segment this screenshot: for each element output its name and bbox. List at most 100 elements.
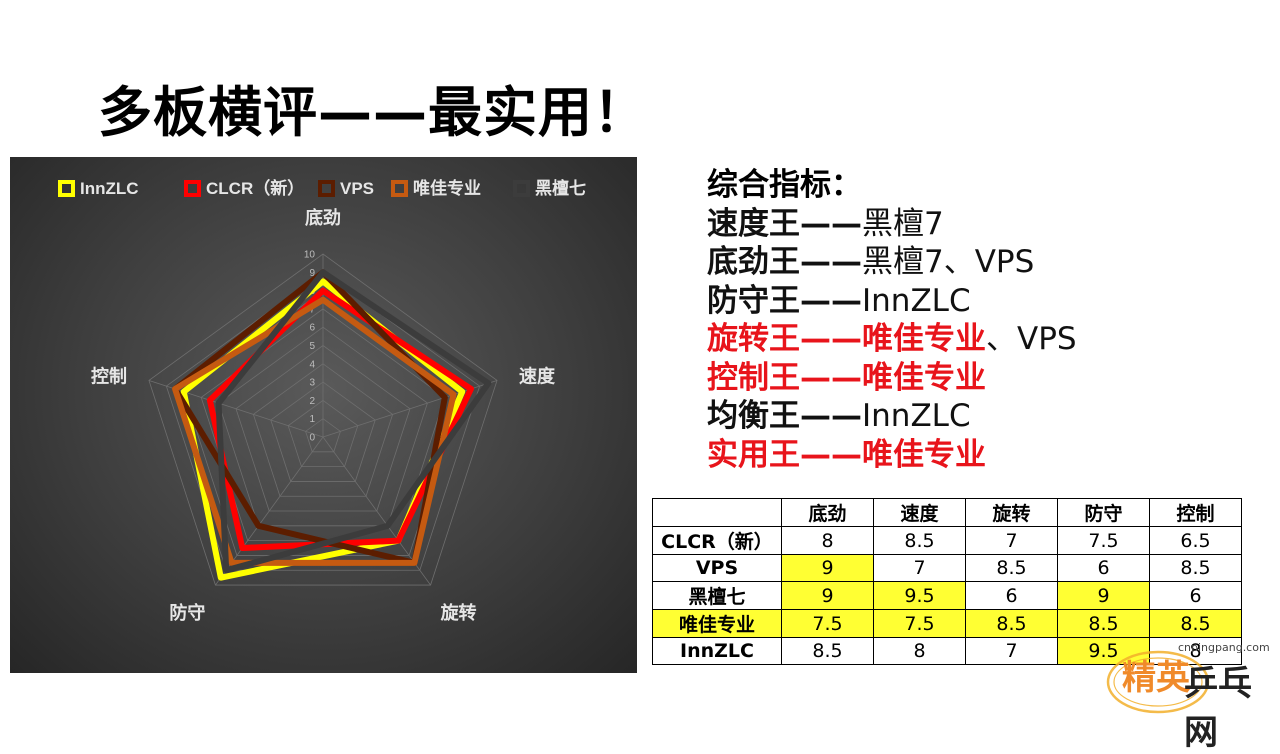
table-cell: 8.5	[873, 526, 966, 555]
table-row: 黑檀七 9 9.5 6 9 6	[652, 581, 1242, 610]
table-cell: 6.5	[1149, 526, 1242, 555]
table-row: InnZLC 8.5 8 7 9.5 8	[652, 637, 1242, 665]
radar-tick-label: 9	[309, 268, 315, 279]
radar-grid-ring	[305, 418, 341, 453]
watermark-url: cnpingpang.com	[1178, 641, 1270, 654]
summary-line: 均衡王——InnZLC	[707, 397, 1077, 436]
table-cell: 9	[1057, 581, 1150, 610]
summary-line-extra: 、VPS	[986, 321, 1077, 357]
summary-line-value: 黑檀7、VPS	[862, 244, 1035, 280]
slide-title: 多板横评——最实用！	[98, 81, 648, 144]
radar-axis-label: 底劲	[305, 207, 341, 228]
summary-line: 旋转王——唯佳专业、VPS	[707, 320, 1077, 359]
radar-tick-label: 3	[309, 378, 315, 389]
table-row-header: CLCR（新）	[652, 526, 782, 555]
summary-line: 防守王——InnZLC	[707, 282, 1077, 321]
summary-line-label: 实用王——	[707, 436, 862, 473]
summary-line-value: InnZLC	[862, 398, 971, 434]
radar-tick-label: 5	[309, 341, 315, 352]
radar-tick-label: 1	[309, 414, 315, 425]
radar-grid-ring	[165, 271, 481, 571]
table-header-cell	[652, 498, 782, 527]
summary-heading: 综合指标：	[707, 167, 862, 203]
radar-series-4	[215, 269, 492, 574]
legend-label: 黑檀七	[535, 178, 586, 198]
table-cell: 7	[965, 526, 1058, 555]
legend-label: VPS	[340, 179, 374, 198]
table-cell: 7.5	[781, 609, 874, 638]
radar-grid-ring	[252, 363, 394, 497]
table-header-cell: 底劲	[781, 498, 874, 527]
summary-line: 速度王——黑檀7	[707, 205, 1077, 244]
radar-grid-ring	[287, 399, 359, 468]
legend-swatch	[391, 180, 408, 197]
table-row: VPS 9 7 8.5 6 8.5	[652, 554, 1242, 582]
table-cell: 8	[873, 637, 966, 665]
legend-label: 唯佳专业	[413, 178, 481, 198]
table-cell: 8.5	[781, 637, 874, 665]
table-cell: 6	[965, 581, 1058, 610]
summary-line-label: 底劲王——	[707, 244, 862, 280]
radar-tick-label: 2	[309, 396, 315, 407]
table-cell: 8.5	[965, 609, 1058, 638]
table-cell: 6	[1057, 554, 1150, 582]
table-cell: 9.5	[873, 581, 966, 610]
watermark-logo-text-b: 乒乓网	[1184, 664, 1252, 753]
table-cell: 8.5	[1149, 609, 1242, 638]
legend-swatch	[58, 180, 75, 197]
table-cell: 8.5	[965, 554, 1058, 582]
table-cell: 7.5	[873, 609, 966, 638]
summary-line-value: InnZLC	[862, 282, 971, 319]
summary-line: 控制王——唯佳专业	[707, 359, 1077, 398]
radar-tick-label: 6	[309, 323, 315, 334]
summary-line: 底劲王——黑檀7、VPS	[707, 243, 1077, 282]
table-cell: 6	[1149, 581, 1242, 610]
summary-line-value: 唯佳专业	[862, 321, 986, 357]
summary-line-label: 防守王——	[707, 282, 862, 319]
radar-grid-ring	[148, 253, 498, 586]
scores-table: 底劲 速度 旋转 防守 控制 CLCR（新） 8 8.5 7 7.5 6.5 VPS 9 7 8.5 6 8.5…	[652, 498, 1242, 665]
watermark-logo	[1098, 638, 1278, 718]
radar-axis-label: 旋转	[440, 602, 477, 623]
table-cell: 8.5	[1149, 554, 1242, 582]
table-header-cell: 速度	[873, 498, 966, 527]
radar-axis-label: 速度	[519, 365, 556, 386]
table-header-cell: 旋转	[965, 498, 1058, 527]
table-row-header: 黑檀七	[652, 581, 782, 610]
table-row: CLCR（新） 8 8.5 7 7.5 6.5	[652, 526, 1242, 555]
table-cell: 9	[781, 581, 874, 610]
radar-series-3	[172, 296, 457, 566]
radar-tick-label: 4	[309, 359, 315, 370]
table-cell: 9.5	[1057, 637, 1150, 665]
summary-line-label: 旋转王——	[707, 321, 862, 357]
summary-line-label: 均衡王——	[707, 398, 862, 434]
table-cell: 9	[781, 554, 874, 582]
radar-axis-label: 控制	[91, 365, 127, 386]
summary-line-value: 唯佳专业	[862, 359, 986, 396]
legend-swatch	[184, 180, 201, 197]
legend-swatch	[318, 180, 335, 197]
table-row-header: VPS	[652, 554, 782, 582]
summary-list: 综合指标： 速度王——黑檀7 底劲王——黑檀7、VPS 防守王——InnZLC 旋转王…	[707, 166, 1077, 474]
table-row-header: 唯佳专业	[652, 609, 782, 638]
table-cell: 8	[781, 526, 874, 555]
radar-axis-label: 防守	[169, 602, 205, 623]
radar-series-0	[180, 278, 466, 581]
radar-grid-ring	[235, 345, 411, 512]
table-cell: 7	[873, 554, 966, 582]
radar-grid-ring	[270, 381, 376, 482]
table-row: 唯佳专业 7.5 7.5 8.5 8.5 8.5	[652, 609, 1242, 638]
watermark-logo-text-a: 精英	[1122, 658, 1190, 698]
summary-line-label: 速度王——	[707, 205, 862, 242]
summary-line-label: 控制王——	[707, 359, 862, 396]
radar-tick-label: 0	[309, 433, 315, 444]
table-header-row: 底劲 速度 旋转 防守 控制	[652, 498, 1242, 527]
radar-tick-label: 7	[309, 304, 315, 315]
table-header-cell: 控制	[1149, 498, 1242, 527]
legend-swatch	[513, 180, 530, 197]
table-cell: 7	[965, 637, 1058, 665]
radar-chart-panel: 0 1 2 3 4 5 6 7 8 9 10 底劲 速度 旋转 防守 控制 InnZLC CLCR（新） VPS 唯佳…	[10, 157, 637, 673]
legend-label: InnZLC	[80, 179, 139, 198]
radar-tick-label: 10	[304, 250, 316, 261]
